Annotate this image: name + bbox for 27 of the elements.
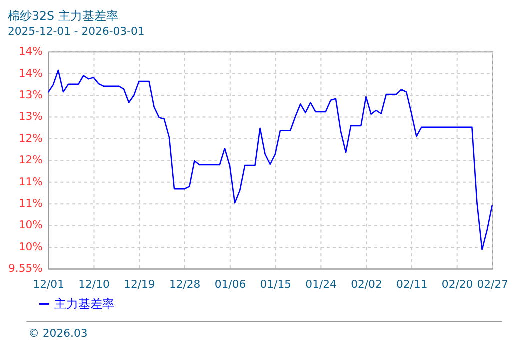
chart-title: 棉纱32S 主力基差率 [8, 9, 118, 24]
x-tick-label: 01/15 [260, 278, 292, 291]
chart-subtitle: 2025-12-01 - 2026-03-01 [8, 24, 145, 38]
x-tick-label: 12/28 [169, 278, 201, 291]
y-tick-label: 10% [18, 240, 43, 254]
x-tick-label: 02/02 [351, 278, 382, 291]
y-tick-label: 14% [18, 66, 43, 80]
x-tick-label: 01/06 [214, 278, 246, 291]
x-tick-label: 12/10 [78, 278, 110, 291]
y-tick-label: 13% [18, 88, 43, 102]
y-tick-label: 12% [18, 154, 43, 167]
legend-label: 主力基差率 [54, 297, 114, 312]
y-tick-label: 10% [18, 218, 43, 232]
y-tick-label: 14% [18, 45, 43, 58]
line-series [48, 70, 494, 251]
y-tick-label: 12% [18, 132, 43, 145]
x-tick-label: 01/24 [306, 278, 338, 291]
x-tick-label: 02/27 [477, 278, 508, 291]
y-tick-label: 11% [18, 197, 43, 210]
text: © 2026.03 [28, 326, 88, 340]
x-tick-label: 02/11 [396, 278, 428, 291]
x-tick-label: 12/19 [124, 278, 156, 291]
y-tick-label: 11% [18, 175, 43, 188]
y-tick-label: 13% [18, 110, 43, 124]
x-tick-label: 12/01 [33, 278, 64, 291]
x-tick-label: 02/20 [442, 278, 474, 291]
y-tick-label: 9.55% [8, 262, 43, 276]
